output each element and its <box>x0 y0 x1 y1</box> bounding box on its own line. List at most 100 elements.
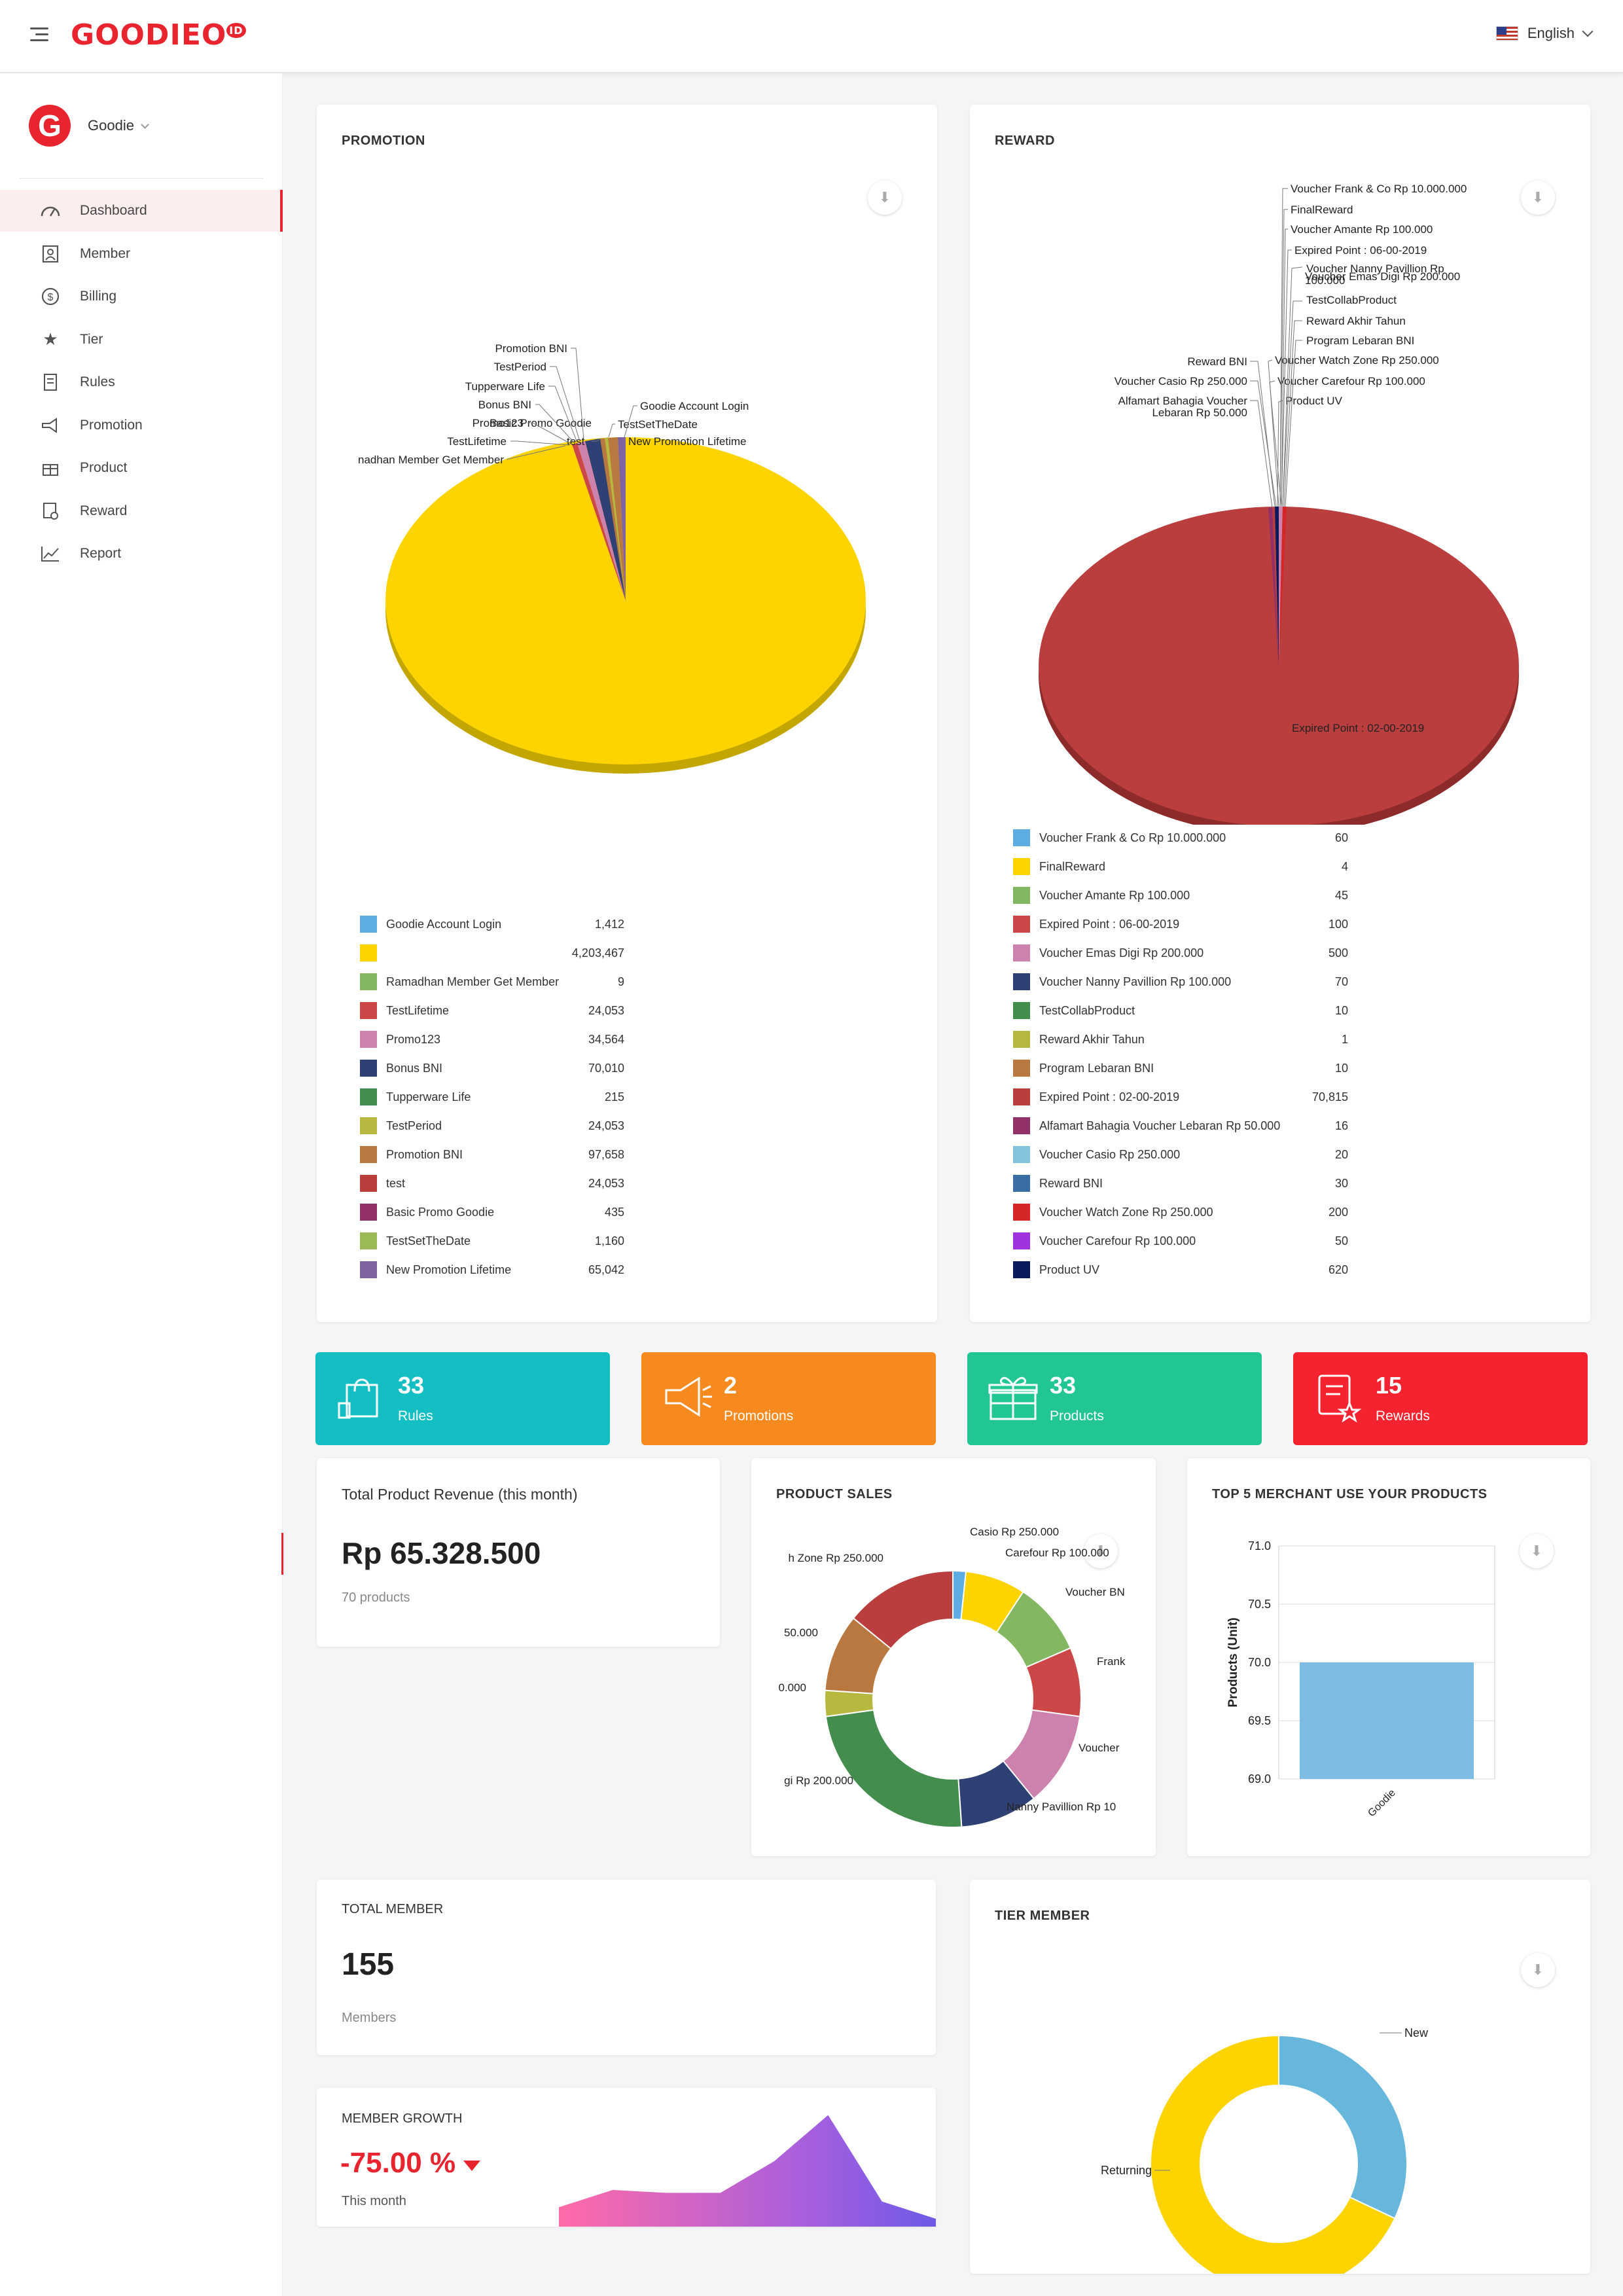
legend-row[interactable]: TestPeriod 24,053 <box>360 1111 624 1140</box>
legend-label: TestSetTheDate <box>386 1234 471 1247</box>
legend-row[interactable]: Voucher Casio Rp 250.000 20 <box>1013 1140 1348 1169</box>
pie-label: New Promotion Lifetime <box>628 435 746 448</box>
legend-row[interactable]: Expired Point : 06-00-2019 100 <box>1013 910 1348 939</box>
pie-slice <box>577 441 626 601</box>
legend-row[interactable]: Voucher Carefour Rp 100.000 50 <box>1013 1227 1348 1255</box>
legend-label: Expired Point : 02-00-2019 <box>1039 1090 1180 1103</box>
tile-label: Rewards <box>1376 1408 1430 1424</box>
download-icon[interactable]: ⬇ <box>1521 1953 1555 1987</box>
promotions-tile[interactable]: 2 Promotions <box>641 1352 936 1445</box>
legend-swatch <box>360 1060 377 1077</box>
legend-row[interactable]: TestSetTheDate 1,160 <box>360 1227 624 1255</box>
legend-row[interactable]: Promo123 34,564 <box>360 1025 624 1054</box>
legend-row[interactable]: FinalReward 4 <box>1013 852 1348 881</box>
pie-label: nadhan Member Get Member <box>358 454 504 466</box>
sidebar-item-dashboard[interactable]: Dashboard <box>0 190 283 232</box>
legend-row[interactable]: Bonus BNI 70,010 <box>360 1054 624 1083</box>
revenue-subtitle: 70 products <box>342 1590 410 1605</box>
legend-swatch <box>360 1088 377 1105</box>
legend-row[interactable]: Ramadhan Member Get Member 9 <box>360 967 624 996</box>
pie-label: Alfamart Bahagia Voucher <box>1118 395 1247 407</box>
legend-label: TestCollabProduct <box>1039 1003 1135 1017</box>
card-title: REWARD <box>995 134 1055 148</box>
legend-swatch <box>1013 1146 1030 1163</box>
legend-row[interactable]: New Promotion Lifetime 65,042 <box>360 1255 624 1284</box>
donut-slice[interactable] <box>1150 2034 1396 2274</box>
legend-row[interactable]: Voucher Nanny Pavillion Rp 100.000 70 <box>1013 967 1348 996</box>
rewards-tile[interactable]: 15 Rewards <box>1293 1352 1588 1445</box>
menu-toggle-icon[interactable] <box>30 27 48 43</box>
donut-slice[interactable] <box>1278 2034 1408 2219</box>
card-title: TIER MEMBER <box>995 1909 1090 1923</box>
legend-label: Reward Akhir Tahun <box>1039 1032 1145 1046</box>
legend-swatch <box>360 944 377 961</box>
legend-row[interactable]: Voucher Emas Digi Rp 200.000 500 <box>1013 939 1348 967</box>
legend-row[interactable]: Voucher Amante Rp 100.000 45 <box>1013 881 1348 910</box>
legend-row[interactable]: Voucher Frank & Co Rp 10.000.000 60 <box>1013 823 1348 852</box>
legend-value: 24,053 <box>588 1176 624 1190</box>
rules-tile[interactable]: 33 Rules <box>315 1352 610 1445</box>
legend-value: 20 <box>1334 1147 1348 1161</box>
legend-row[interactable]: Goodie Account Login 1,412 <box>360 910 624 939</box>
sidebar-item-tier[interactable]: ★ Tier <box>0 319 283 361</box>
legend-row[interactable]: test 24,053 <box>360 1169 624 1198</box>
download-icon[interactable]: ⬇ <box>1521 181 1555 215</box>
legend-value: 65,042 <box>588 1263 624 1276</box>
brand-switcher[interactable]: G Goodie <box>29 105 149 147</box>
sidebar-item-reward[interactable]: Reward <box>0 490 283 532</box>
language-selector[interactable]: English <box>1495 25 1594 42</box>
legend-row[interactable]: Expired Point : 02-00-2019 70,815 <box>1013 1083 1348 1111</box>
download-icon[interactable]: ⬇ <box>1520 1534 1554 1568</box>
legend-swatch <box>1013 1060 1030 1077</box>
pie-label: Voucher Nanny Pavillion Rp <box>1306 262 1444 275</box>
pie-label: Voucher Emas Digi Rp 200.000 <box>1305 270 1460 283</box>
legend-label: Promotion BNI <box>386 1147 463 1161</box>
donut-slice[interactable] <box>852 1570 954 1650</box>
download-icon[interactable]: ⬇ <box>1084 1534 1118 1568</box>
download-icon[interactable]: ⬇ <box>868 181 902 215</box>
legend-row[interactable]: Product UV 620 <box>1013 1255 1348 1284</box>
pie-slice <box>1268 507 1279 666</box>
legend-swatch <box>360 1175 377 1192</box>
legend-row[interactable]: Alfamart Bahagia Voucher Lebaran Rp 50.0… <box>1013 1111 1348 1140</box>
legend-row[interactable]: Basic Promo Goodie 435 <box>360 1198 624 1227</box>
tile-label: Rules <box>398 1408 433 1424</box>
legend-row[interactable]: Program Lebaran BNI 10 <box>1013 1054 1348 1083</box>
sidebar-item-label: Dashboard <box>80 203 147 218</box>
legend-value: 500 <box>1328 946 1348 960</box>
sidebar-item-rules[interactable]: Rules <box>0 361 283 403</box>
sidebar-item-member[interactable]: Member <box>0 233 283 275</box>
legend-row[interactable]: Reward BNI 30 <box>1013 1169 1348 1198</box>
legend-value: 50 <box>1334 1234 1348 1247</box>
legend-row[interactable]: Promotion BNI 97,658 <box>360 1140 624 1169</box>
chevron-down-icon <box>1582 26 1594 37</box>
sidebar-item-promotion[interactable]: Promotion <box>0 404 283 446</box>
legend-value: 97,658 <box>588 1147 624 1161</box>
legend-row[interactable]: TestLifetime 24,053 <box>360 996 624 1025</box>
us-flag-icon <box>1495 26 1518 41</box>
card-title: TOP 5 MERCHANT USE YOUR PRODUCTS <box>1212 1487 1488 1501</box>
pie-label: Voucher Amante Rp 100.000 <box>1291 223 1433 236</box>
legend-swatch <box>360 1261 377 1278</box>
card-title: PRODUCT SALES <box>776 1487 893 1501</box>
logo[interactable]: GOODIEO ID <box>71 18 246 52</box>
donut-slice[interactable] <box>825 1709 963 1828</box>
bar[interactable] <box>1300 1662 1474 1779</box>
legend-row[interactable]: Reward Akhir Tahun 1 <box>1013 1025 1348 1054</box>
sidebar-item-billing[interactable]: $ Billing <box>0 276 283 317</box>
y-axis-label: Products (Unit) <box>1226 1617 1240 1707</box>
tier-member-donut-chart: New Returning <box>1101 2026 1429 2274</box>
gift-icon <box>39 458 62 478</box>
promotion-legend: Goodie Account Login 1,412 4,203,467 Ramadh… <box>360 910 624 1284</box>
legend-row[interactable]: Tupperware Life 215 <box>360 1083 624 1111</box>
legend-row[interactable]: 4,203,467 <box>360 939 624 967</box>
legend-row[interactable]: TestCollabProduct 10 <box>1013 996 1348 1025</box>
sidebar-item-product[interactable]: Product <box>0 447 283 489</box>
legend-row[interactable]: Voucher Watch Zone Rp 250.000 200 <box>1013 1198 1348 1227</box>
revenue-amount: Rp 65.328.500 <box>342 1536 541 1570</box>
sidebar-item-label: Tier <box>80 331 103 347</box>
legend-value: 4,203,467 <box>571 946 624 960</box>
products-tile[interactable]: 33 Products <box>967 1352 1262 1445</box>
sidebar-item-report[interactable]: Report <box>0 533 283 575</box>
legend-label: Program Lebaran BNI <box>1039 1061 1154 1075</box>
